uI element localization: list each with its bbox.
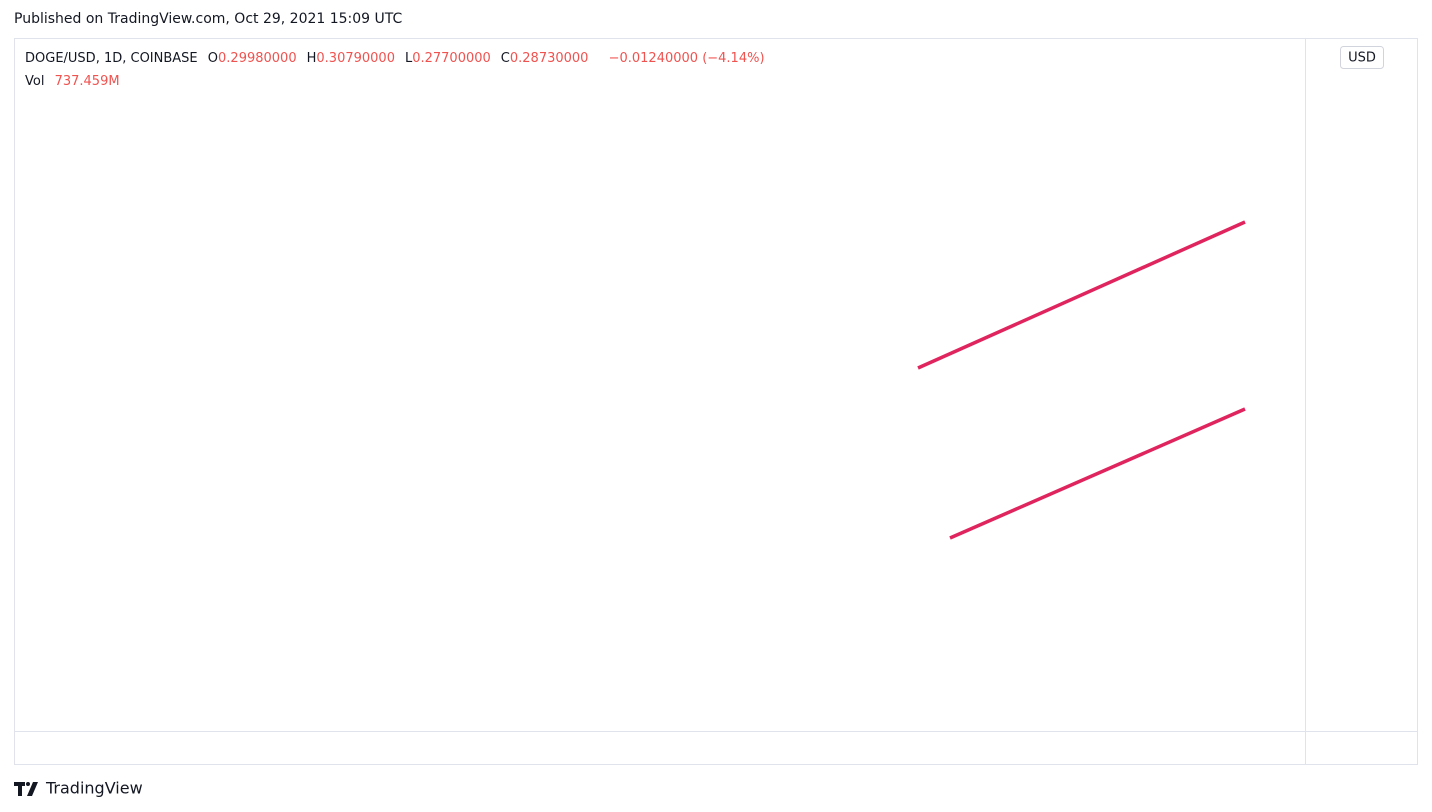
ohlc-key: C	[500, 51, 510, 66]
ohlc-value: 0.29980000	[218, 51, 297, 66]
currency-box[interactable]	[1340, 46, 1384, 69]
vol-value: 737.459M	[54, 74, 120, 89]
volume-legend: Vol 737.459M	[25, 74, 126, 89]
legend: DOGE/USD, 1D, COINBASE O0.29980000 H0.307…	[25, 51, 771, 66]
channel-lower	[949, 407, 1246, 540]
currency[interactable]: USD	[1348, 51, 1376, 66]
ohlc: O0.29980000 H0.30790000 L0.27700000 C0.2873…	[208, 51, 599, 66]
ohlc-value: 0.30790000	[316, 51, 395, 66]
ohlc-key: H	[306, 51, 317, 66]
brand: TradingView	[45, 779, 143, 798]
ohlc-key: L	[404, 51, 413, 66]
chart-frame	[14, 38, 1418, 765]
channel-upper	[917, 220, 1246, 370]
ohlc-value: 0.27700000	[412, 51, 491, 66]
change: −0.01240000 (−4.14%)	[608, 51, 765, 66]
symbol: DOGE/USD, 1D, COINBASE	[25, 51, 198, 66]
published-note: Published on TradingView.com, Oct 29, 20…	[14, 11, 403, 27]
logo	[14, 782, 38, 796]
ohlc-value: 0.28730000	[509, 51, 589, 66]
ohlc-key: O	[207, 51, 219, 66]
vol-key: Vol	[25, 74, 45, 89]
